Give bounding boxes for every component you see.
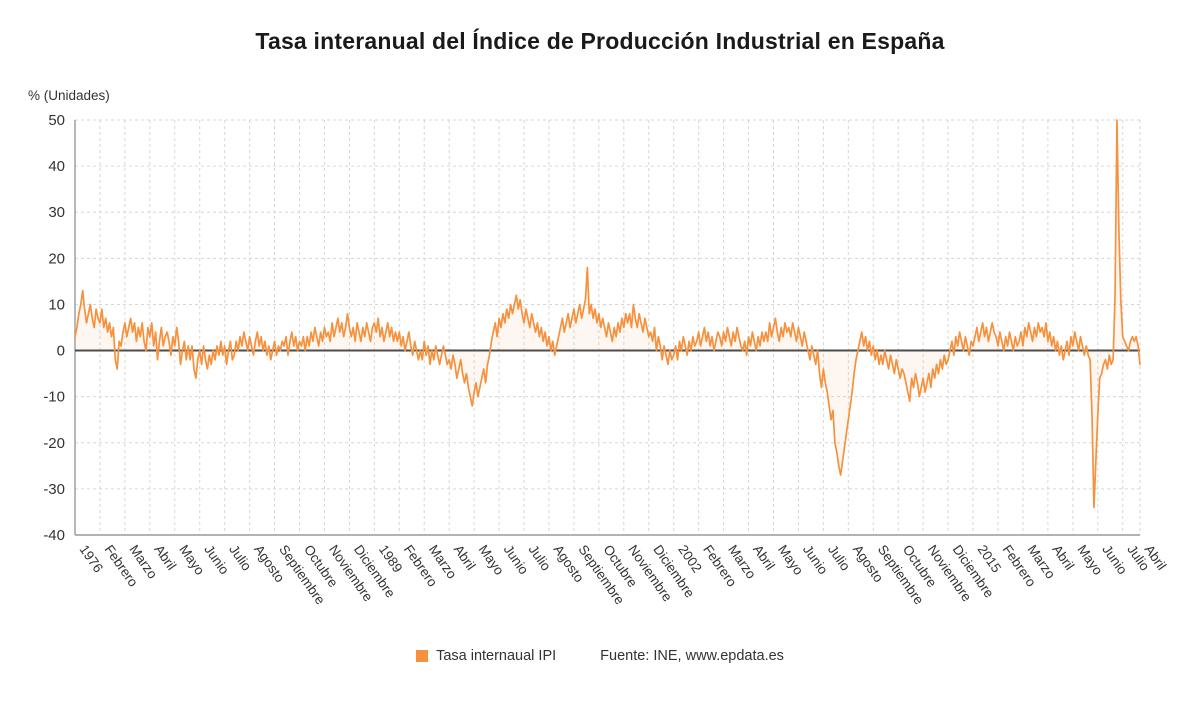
svg-text:Mayo: Mayo bbox=[775, 542, 806, 578]
svg-text:0: 0 bbox=[57, 343, 65, 360]
svg-text:Junio: Junio bbox=[201, 542, 232, 577]
svg-text:50: 50 bbox=[48, 112, 65, 129]
svg-text:Junio: Junio bbox=[1099, 542, 1130, 577]
series-tasa-interanual-ipi bbox=[74, 119, 1141, 509]
svg-text:-40: -40 bbox=[43, 527, 65, 544]
series-color-swatch-icon bbox=[416, 650, 429, 662]
legend: Tasa internaual IPI Fuente: INE, www.epd… bbox=[0, 648, 1200, 664]
legend-series-item[interactable]: Tasa internaual IPI bbox=[416, 648, 556, 664]
svg-text:Junio: Junio bbox=[501, 542, 532, 577]
svg-text:Mayo: Mayo bbox=[176, 542, 207, 578]
source-label: Fuente: INE, www.epdata.es bbox=[600, 648, 784, 664]
svg-text:1976: 1976 bbox=[77, 542, 107, 575]
svg-text:Junio: Junio bbox=[800, 542, 831, 577]
svg-text:10: 10 bbox=[48, 296, 65, 313]
x-axis-labels: 1976FebreroMarzoAbrilMayoJunioJulioAgost… bbox=[77, 542, 1170, 607]
chart-title: Tasa interanual del Índice de Producción… bbox=[255, 28, 945, 54]
legend-series-label: Tasa internaual IPI bbox=[436, 648, 557, 664]
svg-text:40: 40 bbox=[48, 158, 65, 175]
line-chart: 50 40 30 20 10 0 -10 -20 -30 -40 1976FebreroMarzoA… bbox=[43, 112, 1170, 607]
svg-text:20: 20 bbox=[48, 250, 65, 267]
svg-text:-30: -30 bbox=[43, 481, 65, 498]
series-area-fill bbox=[75, 120, 1140, 508]
svg-text:Mayo: Mayo bbox=[1074, 542, 1105, 578]
svg-text:-20: -20 bbox=[43, 435, 65, 452]
svg-text:-10: -10 bbox=[43, 389, 65, 406]
svg-text:30: 30 bbox=[48, 204, 65, 221]
svg-text:Mayo: Mayo bbox=[476, 542, 507, 578]
y-axis-unit-label: % (Unidades) bbox=[28, 88, 110, 103]
y-axis-labels: 50 40 30 20 10 0 -10 -20 -30 -40 bbox=[43, 112, 65, 544]
series-line bbox=[74, 119, 1141, 509]
